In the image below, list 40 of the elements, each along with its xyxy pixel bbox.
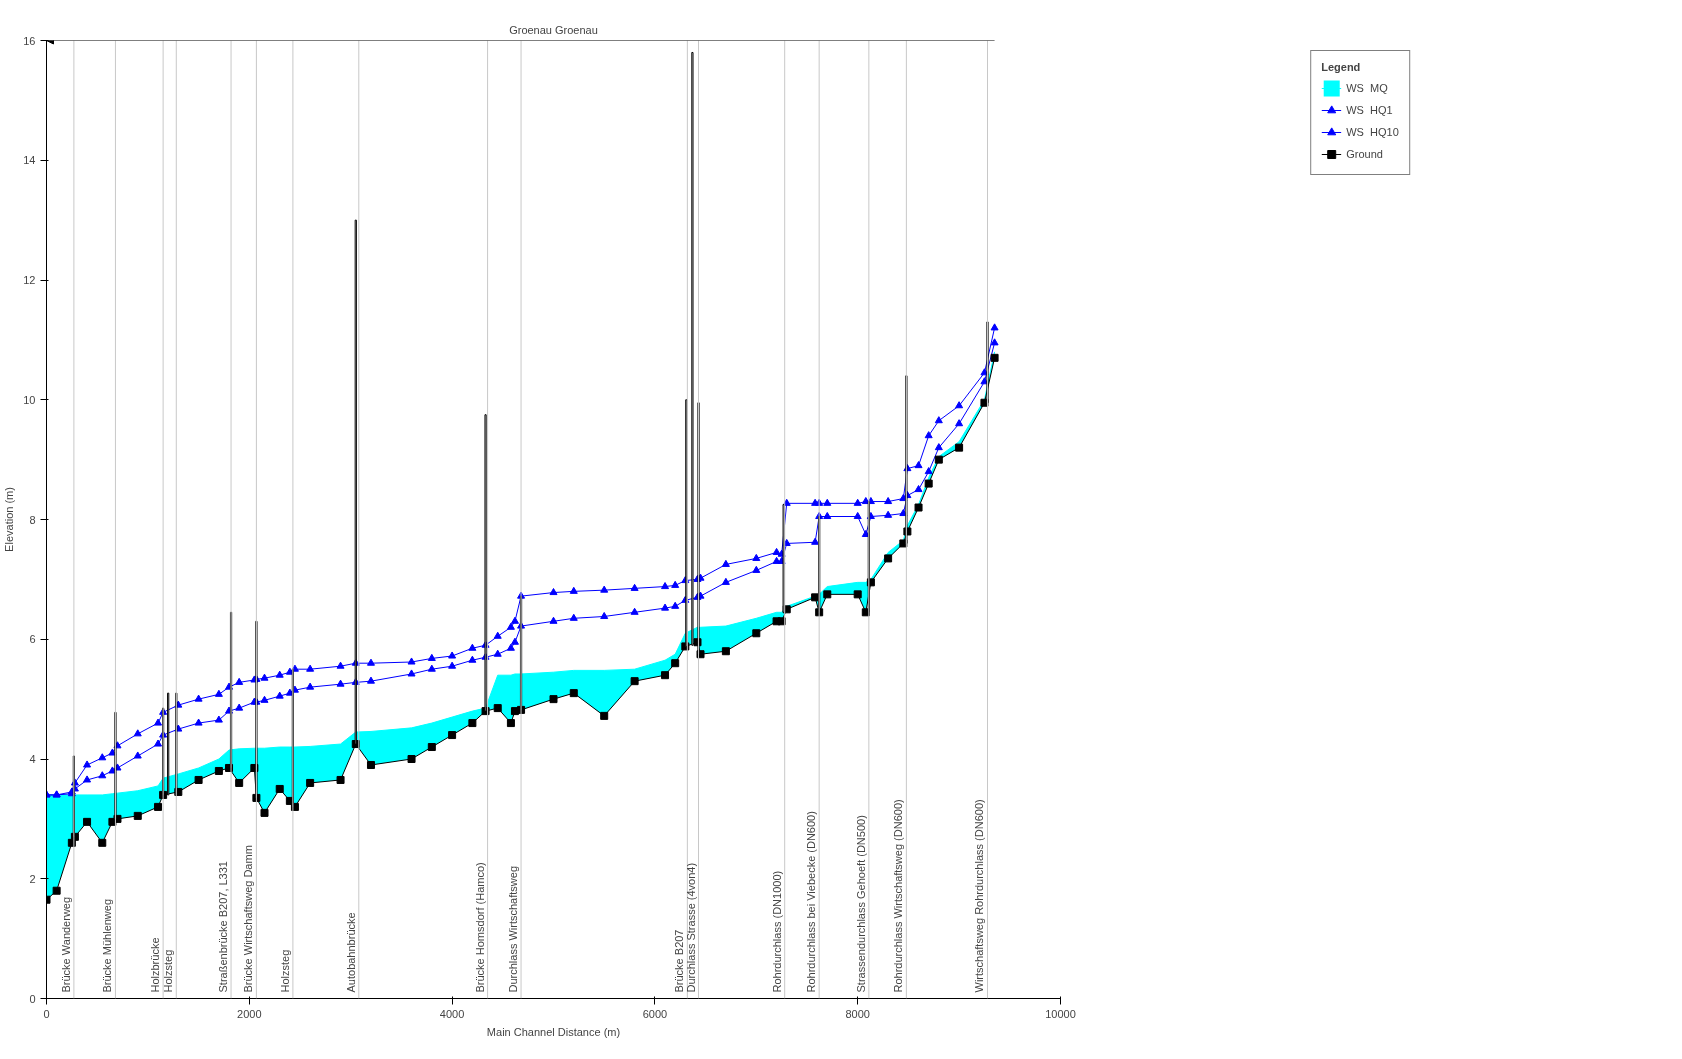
y-tick-label: 4: [29, 753, 36, 765]
legend-label: WS HQ1: [1346, 104, 1393, 116]
y-axis-title: Elevation (m): [3, 487, 16, 552]
legend-label: WS HQ10: [1346, 126, 1399, 138]
ref-line-label: Brücke Wirtschaftsweg Damm: [242, 845, 255, 993]
x-tick-label: 8000: [845, 1007, 870, 1020]
x-axis-title: Main Channel Distance (m): [486, 1025, 621, 1038]
ref-line-label: Brücke Mühlenweg: [101, 898, 114, 993]
legend-label: Ground: [1346, 148, 1383, 160]
y-tick-label: 2: [29, 872, 36, 885]
x-tick-label: 4000: [439, 1007, 465, 1020]
x-tick-label: 10000: [1045, 1007, 1076, 1020]
ref-line-label: Holzsteg: [162, 949, 175, 993]
y-tick-label: 10: [23, 393, 36, 406]
ref-line-label: Holzbrücke: [149, 937, 162, 993]
legend-title: Legend: [1321, 61, 1362, 73]
x-tick-label: 0: [43, 1007, 50, 1020]
y-tick-label: 14: [23, 154, 36, 167]
ref-line-label: Brücke Wanderweg: [59, 896, 72, 993]
ref-line-label: Strassendurchlass Gehoeft (DN500): [854, 815, 867, 993]
ref-line-label: Straßenbrücke B207, L331: [217, 861, 230, 993]
ref-line-label: Wirtschaftsweg Rohrdurchlass (DN600): [973, 799, 986, 993]
ref-line-label: Rohrdurchlass Wirtschaftsweg (DN600): [892, 799, 905, 993]
ref-line-label: Holzsteg: [278, 949, 291, 993]
ref-line-label: Brücke Homsdorf (Hamco): [473, 862, 486, 993]
x-tick-label: 2000: [237, 1007, 262, 1020]
y-tick-label: 6: [29, 633, 36, 646]
legend-label: WS MQ: [1346, 82, 1388, 94]
y-tick-label: 12: [23, 274, 36, 286]
x-tick-label: 6000: [642, 1007, 668, 1020]
y-tick-label: 16: [23, 34, 36, 47]
ref-line-label: Rohrdurchlass (DN1000): [770, 870, 783, 993]
y-tick-label: 0: [29, 992, 36, 1005]
text: Groenau Groenau: [509, 23, 598, 36]
ref-line-label: Durchlass Wirtschaftsweg: [507, 865, 520, 993]
ref-line-label: Durchlass Strasse (4von4): [684, 862, 697, 993]
ref-line-label: Brücke B207: [673, 929, 686, 993]
ref-line-label: Rohrdurchlass bei Viebecke (DN600): [805, 811, 818, 993]
y-tick-label: 8: [29, 513, 36, 526]
ref-line-label: Autobahnbrücke: [344, 912, 357, 993]
